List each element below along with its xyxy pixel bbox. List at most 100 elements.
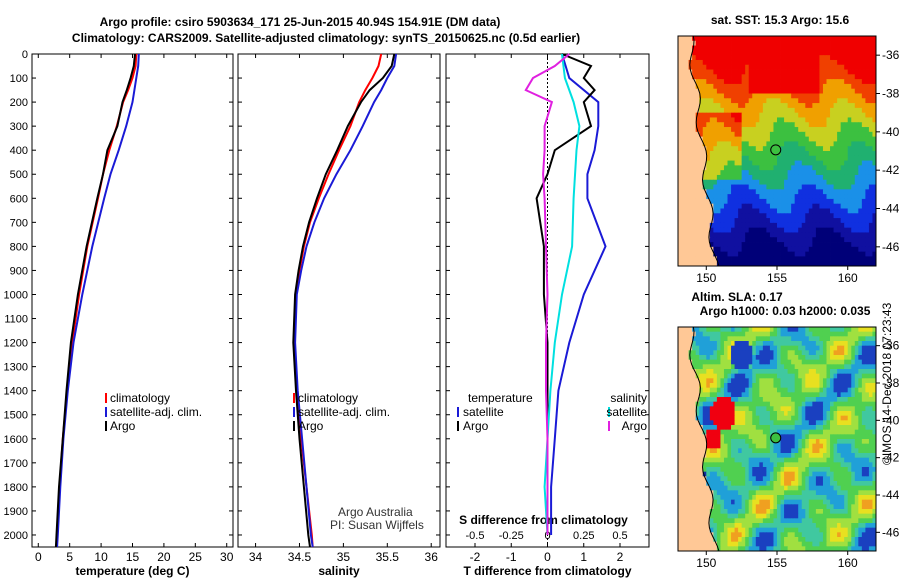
- map-cell: [808, 222, 813, 229]
- map-cell: [766, 218, 771, 224]
- depth-tick-label: 100: [10, 73, 28, 85]
- map-cell: [815, 462, 820, 468]
- map-cell: [865, 237, 870, 243]
- map-cell: [830, 55, 834, 61]
- map-cell: [748, 420, 753, 426]
- map-cell: [755, 40, 760, 46]
- map-cell: [830, 434, 834, 440]
- map-cell: [780, 345, 785, 351]
- map-cell: [851, 237, 856, 243]
- map-cell: [861, 151, 866, 157]
- map-cell: [777, 74, 781, 80]
- land-cell: [702, 251, 707, 257]
- map-cell: [805, 261, 810, 267]
- map-cell: [731, 122, 735, 128]
- map-cell: [723, 165, 728, 171]
- map-cell: [805, 341, 810, 347]
- map-cell: [865, 174, 870, 181]
- map-cell: [748, 495, 753, 501]
- map-cell: [854, 359, 859, 365]
- map-cell: [847, 131, 852, 138]
- map-cell: [784, 471, 789, 477]
- map-cell: [716, 448, 721, 454]
- map-cell: [762, 170, 767, 176]
- map-cell: [861, 74, 866, 80]
- map-cell: [748, 79, 753, 85]
- map-cell: [812, 213, 817, 219]
- map-cell: [865, 443, 870, 449]
- map-cell: [769, 355, 774, 361]
- land-cell: [678, 203, 682, 209]
- map-cell: [706, 151, 711, 157]
- map-cell: [865, 378, 870, 384]
- land-cell: [709, 495, 714, 501]
- map-cell: [837, 194, 842, 200]
- map-cell: [826, 415, 831, 421]
- map-cell: [762, 208, 767, 214]
- map-cell: [741, 165, 746, 171]
- map-cell: [833, 155, 838, 161]
- depth-tick-label: 400: [10, 145, 28, 157]
- map-cell: [794, 448, 799, 454]
- map-cell: [854, 184, 859, 190]
- map-cell: [713, 170, 718, 176]
- map-cell: [766, 227, 771, 233]
- land-cell: [695, 179, 700, 185]
- map-cell: [837, 378, 842, 384]
- land-cell: [695, 457, 700, 463]
- map-cell: [787, 411, 792, 417]
- map-cell: [833, 98, 838, 104]
- map-cell: [745, 387, 750, 393]
- map-cell: [830, 155, 834, 161]
- map-cell: [847, 378, 852, 384]
- map-cell: [752, 481, 757, 487]
- map-cell: [858, 141, 863, 147]
- map-cell: [847, 79, 852, 85]
- map-cell: [777, 336, 781, 342]
- map-cell: [861, 411, 866, 417]
- map-cell: [748, 327, 753, 333]
- map-cell: [830, 165, 834, 171]
- map-cell: [738, 453, 743, 459]
- map-cell: [815, 336, 820, 342]
- land-cell: [685, 213, 690, 219]
- land-cell: [681, 55, 686, 61]
- map-cell: [769, 485, 774, 491]
- map-cell: [734, 103, 739, 109]
- map-cell: [745, 79, 750, 85]
- map-cell: [716, 88, 721, 94]
- map-cell: [808, 467, 813, 473]
- depth-tick-label: 900: [10, 265, 28, 277]
- map-cell: [773, 341, 778, 347]
- map-cell: [741, 490, 746, 496]
- map-cell: [865, 392, 870, 398]
- map-cell: [709, 481, 714, 487]
- map-cell: [822, 227, 827, 233]
- map-cell: [854, 93, 859, 99]
- map-cell: [861, 341, 866, 347]
- map-cell: [837, 341, 842, 347]
- map-cell: [727, 457, 732, 463]
- map-cell: [741, 232, 746, 238]
- map-cell: [748, 74, 753, 80]
- map-cell: [798, 59, 803, 66]
- depth-tick-label: 1700: [4, 458, 28, 470]
- map-cell: [755, 471, 760, 477]
- map-cell: [822, 222, 827, 229]
- map-cell: [868, 476, 873, 482]
- map-cell: [766, 184, 771, 190]
- map-cell: [794, 93, 799, 99]
- map-cell: [791, 373, 796, 379]
- map-cell: [727, 448, 732, 454]
- series-line-temperature-satellite: [550, 53, 607, 535]
- s-tick-label: -0.25: [499, 530, 524, 542]
- depth-tick-label: 1300: [4, 362, 28, 374]
- map-cell: [720, 471, 725, 477]
- map-cell: [822, 453, 827, 459]
- land-cell: [688, 246, 693, 253]
- land-cell: [706, 490, 711, 496]
- map-cell: [822, 331, 827, 337]
- land-cell: [681, 103, 686, 109]
- map-cell: [695, 79, 700, 85]
- map-cell: [844, 232, 849, 238]
